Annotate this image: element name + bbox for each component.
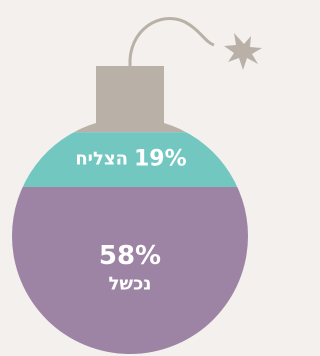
category-label: נכשל	[109, 273, 152, 294]
spark	[224, 33, 262, 70]
value-label: 19%	[134, 147, 187, 172]
chart: 19% הצליח 58%נכשל	[0, 0, 268, 356]
category-label: הצליח	[75, 149, 128, 170]
value-label: 58%	[99, 241, 161, 271]
segment	[0, 66, 268, 132]
fuse	[130, 19, 214, 66]
bomb-body	[0, 66, 268, 354]
